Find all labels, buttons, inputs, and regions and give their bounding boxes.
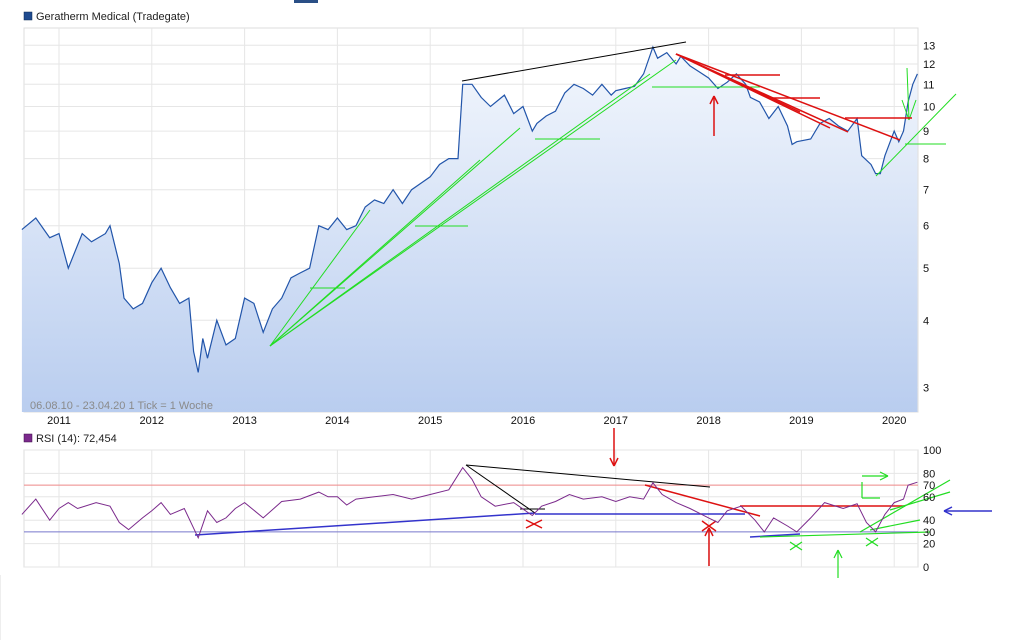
x-tick-label: 2018 <box>696 415 720 427</box>
rsi-y-tick-label: 70 <box>923 480 935 492</box>
rsi-grid <box>24 450 918 567</box>
x-tick-label: 2019 <box>789 415 813 427</box>
price-y-tick-label: 8 <box>923 154 929 166</box>
rsi-y-tick-label: 40 <box>923 515 935 527</box>
x-tick-label: 2014 <box>325 415 349 427</box>
price-y-tick-label: 12 <box>923 59 935 71</box>
price-y-tick-label: 4 <box>923 315 929 327</box>
x-axis: 2011 2012 2013 2014 2015 2016 2017 2018 2019 2020 <box>47 415 906 427</box>
x-tick-label: 2016 <box>511 415 535 427</box>
price-y-tick-label: 6 <box>923 221 929 233</box>
price-y-tick-label: 7 <box>923 185 929 197</box>
rsi-line <box>22 468 918 538</box>
x-tick-label: 2020 <box>882 415 906 427</box>
x-tick-label: 2012 <box>140 415 164 427</box>
rsi-y-tick-label: 20 <box>923 539 935 551</box>
date-range-watermark: 06.08.10 - 23.04.20 1 Tick = 1 Woche <box>30 400 213 412</box>
rsi-y-tick-label: 80 <box>923 468 935 480</box>
price-y-axis: 3 4 5 6 7 8 9 10 11 12 13 <box>923 40 935 394</box>
price-y-tick-label: 3 <box>923 382 929 394</box>
x-tick-label: 2015 <box>418 415 442 427</box>
x-tick-label: 2013 <box>232 415 256 427</box>
price-y-tick-label: 13 <box>923 40 935 52</box>
rsi-chart-title: RSI (14): 72,454 <box>36 433 117 445</box>
rsi-y-tick-label: 100 <box>923 445 941 457</box>
x-tick-label: 2017 <box>604 415 628 427</box>
price-chart-title: Geratherm Medical (Tradegate) <box>36 11 190 23</box>
x-tick-label: 2011 <box>47 415 71 427</box>
rsi-y-tick-label: 30 <box>923 527 935 539</box>
top-accent <box>294 0 318 3</box>
rsi-y-tick-label: 60 <box>923 492 935 504</box>
price-legend-swatch <box>24 12 32 20</box>
rsi-panel-frame <box>24 450 918 567</box>
price-y-tick-label: 5 <box>923 263 929 275</box>
price-y-tick-label: 10 <box>923 102 935 114</box>
rsi-legend-swatch <box>24 434 32 442</box>
price-y-tick-label: 9 <box>923 126 929 138</box>
rsi-y-tick-label: 0 <box>923 562 929 574</box>
price-y-tick-label: 11 <box>923 79 934 91</box>
